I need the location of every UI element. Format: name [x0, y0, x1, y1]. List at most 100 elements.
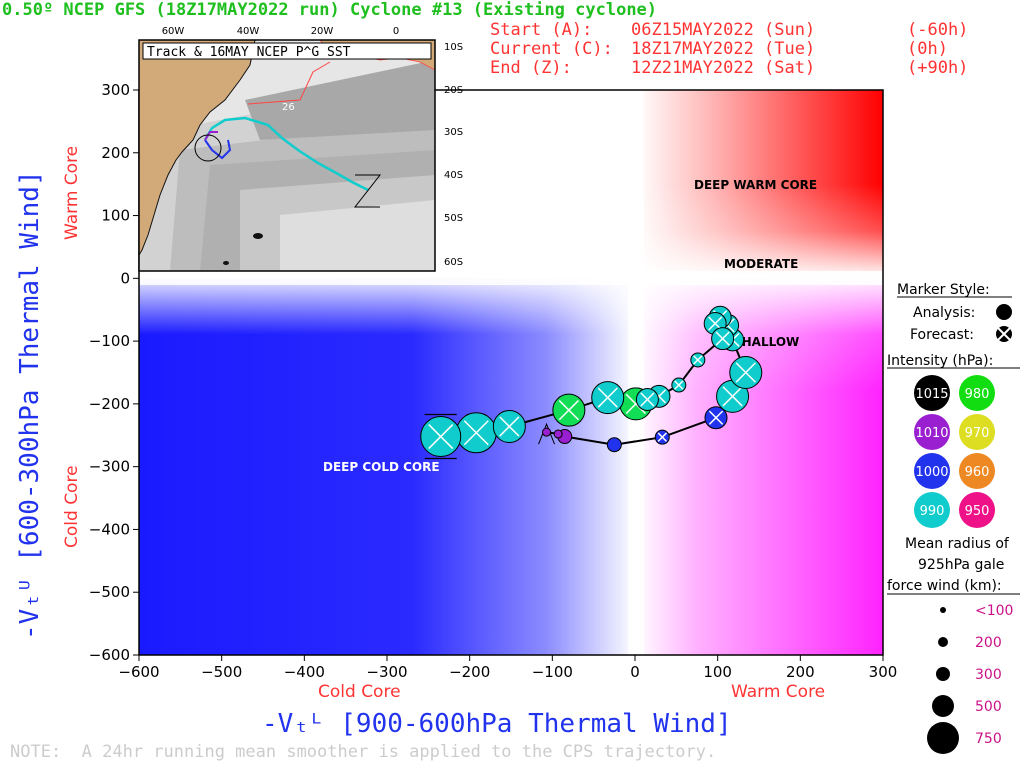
region-shallow: SHALLOW	[733, 335, 799, 349]
x-tick-label: 100	[703, 663, 732, 681]
forecast-point	[711, 327, 735, 351]
forecast-point	[492, 409, 526, 443]
y-sub-label-warm: Warm Core	[62, 146, 82, 240]
analysis-point	[606, 437, 622, 453]
legend: Marker Style: Analysis: Forecast: Intens…	[887, 282, 1020, 754]
y-tick-label: −300	[89, 458, 130, 476]
forecast-point	[635, 387, 659, 411]
legend-size-label: 200	[975, 635, 1002, 651]
x-tick-label: −100	[532, 663, 573, 681]
x-sub-label-warm: Warm Core	[731, 682, 825, 702]
inset-title: Track & 16MAY NCEP P^G SST	[147, 45, 351, 60]
x-tick-label: −500	[201, 663, 242, 681]
legend-size-300: 300	[936, 667, 1002, 683]
plot-frame	[138, 89, 884, 656]
analysis-point	[542, 427, 552, 437]
legend-radius-title-2: 925hPa gale	[918, 557, 1004, 573]
x-tick-label: 0	[630, 663, 640, 681]
y-tick-label: 200	[101, 144, 130, 162]
legend-intensity-1000: 1000	[914, 453, 950, 489]
legend-intensity-label: 1000	[915, 465, 948, 480]
legend-size-label: 300	[975, 667, 1002, 683]
legend-intensity-label: 1015	[915, 387, 948, 402]
forecast-point	[654, 429, 670, 445]
x-tick-label: −400	[284, 663, 325, 681]
legend-intensity-980: 980	[959, 375, 995, 411]
end-offset: (+90h)	[907, 58, 969, 78]
forecast-point	[690, 352, 706, 368]
legend-size-label: <100	[975, 603, 1013, 619]
legend-intensity-label: 960	[965, 465, 990, 480]
inset-lon-60w: 60W	[162, 26, 185, 37]
inset-lon-40w: 40W	[237, 26, 260, 37]
current-label: Current (C):	[490, 39, 613, 59]
legend-forecast-marker	[996, 326, 1012, 342]
end-label: End (Z):	[490, 58, 572, 78]
legend-size-label: 750	[975, 731, 1002, 747]
inset-lat-30s: 30S	[444, 127, 463, 138]
y-tick-label: 300	[101, 81, 130, 99]
y-tick-label: −400	[89, 520, 130, 538]
forecast-point	[704, 406, 728, 430]
current-date: 18Z17MAY2022 (Tue)	[631, 39, 816, 59]
legend-intensity-1010: 1010	[914, 414, 950, 450]
legend-intensity-label: 990	[920, 504, 945, 519]
region-moderate: MODERATE	[724, 257, 798, 271]
inset-map: 26 Track & 16MAY NCEP P^G SST 60W 40W 20…	[138, 26, 463, 272]
legend-analysis-label: Analysis:	[913, 305, 975, 321]
y-tick-label: 100	[101, 207, 130, 225]
legend-intensity-1015: 1015	[914, 375, 950, 411]
cps-trajectory	[420, 305, 763, 460]
legend-marker-style-title: Marker Style:	[897, 282, 990, 298]
x-axis-label: -Vₜᴸ [900-600hPa Thermal Wind]	[262, 709, 732, 739]
inset-lat-20s: 20S	[444, 85, 463, 96]
forecast-point	[552, 393, 586, 427]
inset-lat-60s: 60S	[444, 257, 463, 268]
smoother-note: NOTE: A 24hr running mean smoother is ap…	[10, 742, 717, 762]
legend-radius-title-1: Mean radius of	[905, 536, 1010, 552]
legend-size-markers: <100 200 300 500 750	[927, 603, 1013, 754]
legend-intensity-swatches: 1015 980 1010 970 1000 960 990 950	[914, 375, 995, 528]
legend-intensity-label: 980	[965, 387, 990, 402]
y-sub-label-cold: Cold Core	[62, 465, 82, 548]
inset-lat-10s: 10S	[444, 42, 463, 53]
region-deep-cold-core: DEEP COLD CORE	[323, 460, 440, 474]
legend-analysis-marker	[996, 304, 1012, 320]
legend-size-label: 500	[975, 699, 1002, 715]
legend-intensity-970: 970	[959, 414, 995, 450]
y-tick-label: −600	[89, 646, 130, 664]
start-label: Start (A):	[490, 20, 593, 40]
legend-size-750: 750	[927, 722, 1002, 754]
forecast-point	[729, 356, 763, 389]
inset-lat-50s: 50S	[444, 213, 463, 224]
legend-intensity-label: 950	[965, 504, 990, 519]
inset-lon-20w: 20W	[311, 26, 334, 37]
x-tick-label: 300	[869, 663, 898, 681]
legend-radius-title-3: force wind (km):	[887, 578, 1002, 594]
x-axis-ticks: −600 −500 −400 −300 −200 −100 0 100 200 300	[118, 655, 897, 681]
forecast-point	[671, 377, 687, 393]
forecast-point	[591, 381, 625, 415]
start-marker	[538, 422, 556, 445]
x-tick-label: 200	[786, 663, 815, 681]
y-axis-ticks: −600 −500 −400 −300 −200 −100 0 100 200 300	[89, 81, 139, 664]
inset-sst-label: 26	[282, 102, 295, 113]
chart-title: 0.50º NCEP GFS (18Z17MAY2022 run) Cyclon…	[2, 0, 658, 20]
analysis-point	[553, 429, 563, 439]
legend-size-lt100: <100	[940, 603, 1013, 619]
start-offset: (-60h)	[907, 20, 969, 40]
legend-intensity-label: 1010	[915, 426, 948, 441]
legend-intensity-title: Intensity (hPa):	[887, 353, 993, 369]
y-tick-label: 0	[120, 269, 130, 287]
end-date: 12Z21MAY2022 (Sat)	[631, 58, 816, 78]
x-sub-label-cold: Cold Core	[318, 682, 401, 702]
y-tick-label: −500	[89, 583, 130, 601]
end-marker	[424, 413, 457, 460]
region-deep-warm-core: DEEP WARM CORE	[694, 178, 817, 192]
legend-forecast-label: Forecast:	[910, 327, 974, 343]
legend-intensity-960: 960	[959, 453, 995, 489]
y-axis-label: -Vₜᵁ [600-300hPa Thermal Wind]	[15, 170, 45, 640]
legend-size-500: 500	[932, 695, 1002, 717]
legend-intensity-label: 970	[965, 426, 990, 441]
forecast-point	[455, 412, 497, 454]
